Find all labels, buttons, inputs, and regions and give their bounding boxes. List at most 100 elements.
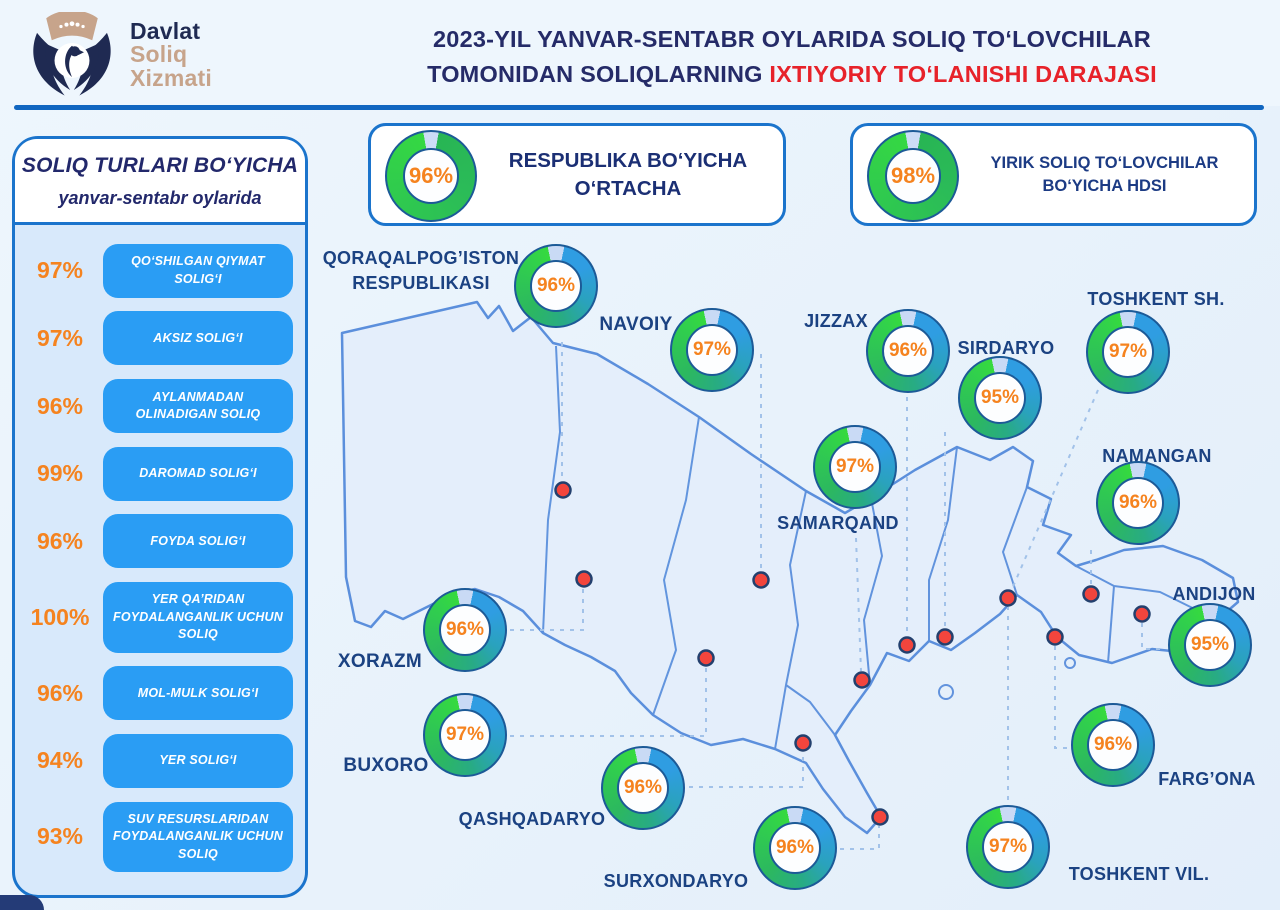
region-label-jizzax: JIZZAX bbox=[804, 311, 868, 331]
panel-subtitle: yanvar-sentabr oylarida bbox=[58, 188, 262, 208]
donut-navoiy: 97% bbox=[670, 308, 754, 392]
donut-percent: 96% bbox=[775, 837, 815, 858]
donut-hole bbox=[982, 821, 1034, 873]
donut-hole bbox=[439, 709, 491, 761]
tax-percent: 97% bbox=[36, 324, 84, 351]
republic-average-donut: 96% bbox=[385, 130, 477, 222]
tax-percent: 96% bbox=[36, 392, 84, 419]
tax-row: 97% QO‘SHILGAN QIYMAT SOLIG‘I bbox=[25, 243, 293, 298]
region-label-qashqadaryo: QASHQADARYO bbox=[458, 809, 606, 829]
donut-namangan: 96% bbox=[1096, 461, 1180, 545]
tax-type-badge: AYLANMADAN OLINADIGAN SOLIQ bbox=[103, 379, 293, 434]
donut-percent: 96% bbox=[445, 619, 485, 640]
donut-hole bbox=[403, 148, 459, 204]
bottom-left-frame-corner bbox=[0, 895, 44, 910]
donut-qashqadaryo: 96% bbox=[601, 746, 685, 830]
tax-type-badge: AKSIZ SOLIG‘I bbox=[103, 311, 293, 366]
donut-toshkent-vil: 97% bbox=[966, 805, 1050, 889]
donut-percent: 95% bbox=[980, 387, 1020, 408]
donut-percent: 96% bbox=[1118, 492, 1158, 513]
donut-toshkent-sh: 97% bbox=[1086, 310, 1170, 394]
region-label-navoiy: NAVOIY bbox=[599, 314, 673, 335]
donut-percent: 97% bbox=[988, 836, 1028, 857]
donut-hole bbox=[617, 762, 669, 814]
tax-row: 96% AYLANMADAN OLINADIGAN SOLIQ bbox=[25, 379, 293, 434]
donut-hole bbox=[686, 324, 738, 376]
donut-hole bbox=[1087, 719, 1139, 771]
donut-samarqand: 97% bbox=[813, 425, 897, 509]
region-label-andijon: ANDIJON bbox=[1172, 584, 1256, 604]
tax-types-panel-header: SOLIQ TURLARI BO‘YICHA yanvar-sentabr oy… bbox=[15, 139, 305, 225]
tax-percent: 97% bbox=[36, 257, 84, 284]
tax-percent: 100% bbox=[30, 603, 90, 630]
tax-type-badge: DAROMAD SOLIG‘I bbox=[103, 446, 293, 501]
region-label-sirdaryo: SIRDARYO bbox=[957, 338, 1055, 358]
region-label-fargona: FARG’ONA bbox=[1158, 769, 1256, 789]
donut-qoraqalpogiston: 96% bbox=[514, 244, 598, 328]
donut-percent: 97% bbox=[445, 724, 485, 745]
region-label-toshkent-sh: TOSHKENT SH. bbox=[1087, 289, 1225, 309]
logo-line-3: Xizmati bbox=[130, 64, 212, 91]
donut-hole bbox=[1184, 619, 1236, 671]
donut-percent: 96% bbox=[888, 340, 928, 361]
donut-percent: 96% bbox=[1093, 734, 1133, 755]
region-borders bbox=[542, 345, 1218, 750]
summary-card-republic-average: 96% RESPUBLIKA BO‘YICHA O‘RTACHA bbox=[368, 123, 786, 226]
tax-row: 94% YER SOLIG‘I bbox=[25, 733, 293, 788]
page-title: 2023-YIL YANVAR-SENTABR OYLARIDA SOLIQ T… bbox=[320, 22, 1264, 93]
tax-percent: 94% bbox=[36, 747, 84, 774]
tax-type-badge: MOL-MULK SOLIG‘I bbox=[103, 666, 293, 721]
tax-percent: 99% bbox=[36, 460, 84, 487]
tax-row: 97% AKSIZ SOLIG‘I bbox=[25, 311, 293, 366]
summary-card-large-taxpayers: 98% YIRIK SOLIQ TO‘LOVCHILAR BO‘YICHA HD… bbox=[850, 123, 1257, 226]
tax-type-badge: FOYDA SOLIG‘I bbox=[103, 514, 293, 569]
donut-percent: 98% bbox=[890, 163, 936, 188]
panel-title: SOLIQ TURLARI BO‘YICHA bbox=[21, 154, 299, 177]
logo-line-2: Soliq bbox=[130, 41, 188, 68]
page-title-line1: 2023-YIL YANVAR-SENTABR OYLARIDA SOLIQ T… bbox=[433, 26, 1151, 52]
donut-hole bbox=[769, 822, 821, 874]
donut-hole bbox=[882, 325, 934, 377]
header-divider bbox=[14, 105, 1264, 110]
page-title-line2-highlight: IXTIYORIY TO‘LANISHI DARAJASI bbox=[769, 61, 1157, 88]
donut-andijon: 95% bbox=[1168, 603, 1252, 687]
donut-jizzax: 96% bbox=[866, 309, 950, 393]
tax-percent: 96% bbox=[36, 679, 84, 706]
donut-hole bbox=[885, 148, 941, 204]
donut-hole bbox=[829, 441, 881, 493]
donut-hole bbox=[530, 260, 582, 312]
tax-percent: 93% bbox=[36, 823, 84, 850]
tax-types-list: 97% QO‘SHILGAN QIYMAT SOLIG‘I 97% AKSIZ SO… bbox=[15, 225, 305, 895]
donut-hole bbox=[974, 372, 1026, 424]
tax-percent: 96% bbox=[36, 527, 84, 554]
tax-type-badge: QO‘SHILGAN QIYMAT SOLIG‘I bbox=[103, 243, 293, 298]
donut-percent: 96% bbox=[536, 275, 576, 296]
donut-percent: 96% bbox=[623, 777, 663, 798]
donut-sirdaryo: 95% bbox=[958, 356, 1042, 440]
tax-type-badge: YER QA’RIDAN FOYDALANGANLIK UCHUN SOLIQ bbox=[103, 582, 293, 653]
page-title-line2: TOMONIDAN SOLIQLARNING bbox=[427, 61, 770, 88]
region-label-xorazm: XORAZM bbox=[337, 651, 423, 672]
tax-types-panel: SOLIQ TURLARI BO‘YICHA yanvar-sentabr oy… bbox=[12, 136, 308, 898]
donut-surxondaryo: 96% bbox=[753, 806, 837, 890]
capital-dots bbox=[554, 481, 1151, 826]
region-label-toshkent-vil: TOSHKENT VIL. bbox=[1068, 864, 1210, 884]
connector-lines bbox=[510, 342, 1164, 850]
donut-percent: 95% bbox=[1190, 634, 1230, 655]
tax-row: 96% FOYDA SOLIG‘I bbox=[25, 514, 293, 569]
donut-hole bbox=[1102, 326, 1154, 378]
tax-row: 96% MOL-MULK SOLIG‘I bbox=[25, 666, 293, 721]
donut-percent: 97% bbox=[1108, 341, 1148, 362]
donut-percent: 97% bbox=[692, 339, 732, 360]
region-label-buxoro: BUXORO bbox=[343, 755, 429, 776]
header-background bbox=[0, 0, 1280, 106]
large-taxpayers-donut: 98% bbox=[867, 130, 959, 222]
tax-type-badge: SUV RESURSLARIDAN FOYDALANGANLIK UCHUN S… bbox=[103, 801, 293, 873]
region-label-surxondaryo: SURXONDARYO bbox=[603, 871, 749, 891]
donut-buxoro: 97% bbox=[423, 693, 507, 777]
tax-row: 100% YER QA’RIDAN FOYDALANGANLIK UCHUN SO… bbox=[25, 582, 293, 653]
logo-line-1: Davlat bbox=[130, 17, 201, 44]
summary-card-label: RESPUBLIKA BO‘YICHA O‘RTACHA bbox=[508, 148, 748, 200]
region-label-qoraqalpogiston: QORAQALPOG’ISTON RESPUBLIKASI bbox=[322, 248, 520, 294]
